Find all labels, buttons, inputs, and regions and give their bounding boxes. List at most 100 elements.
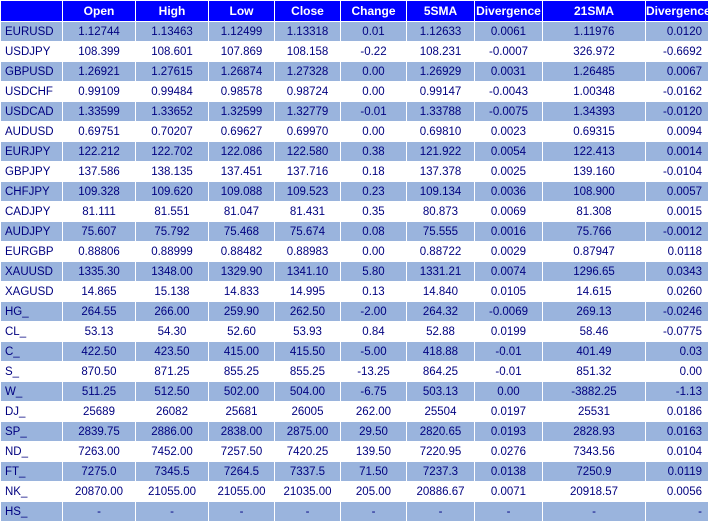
high-cell: - (136, 502, 209, 522)
close-cell: 1.27328 (275, 62, 341, 82)
sma5-cell: 109.134 (407, 182, 475, 202)
high-cell: 81.551 (136, 202, 209, 222)
change-cell: 71.50 (341, 462, 407, 482)
divergence-21-cell: 0.00 (646, 362, 708, 382)
divergence-21-cell: -0.0120 (646, 102, 708, 122)
close-cell: 53.93 (275, 322, 341, 342)
open-cell: 0.88806 (63, 242, 136, 262)
symbol-cell: USDCAD (1, 102, 63, 122)
divergence-21-cell: 0.0118 (646, 242, 708, 262)
divergence-5-cell: 0.0016 (475, 222, 543, 242)
low-cell: - (209, 502, 275, 522)
low-cell: 7264.5 (209, 462, 275, 482)
divergence-5-cell: 0.0036 (475, 182, 543, 202)
divergence-21-cell: 0.0343 (646, 262, 708, 282)
divergence-21-cell: -0.0104 (646, 162, 708, 182)
symbol-cell: GBPJPY (1, 162, 63, 182)
symbol-cell: USDCHF (1, 82, 63, 102)
low-cell: 137.451 (209, 162, 275, 182)
sma5-cell: 0.88722 (407, 242, 475, 262)
sma5-cell: 137.378 (407, 162, 475, 182)
divergence-21-cell: 0.0119 (646, 462, 708, 482)
sma5-cell: 2820.65 (407, 422, 475, 442)
high-cell: 1.33652 (136, 102, 209, 122)
divergence-5-cell: -0.0043 (475, 82, 543, 102)
divergence-5-cell: 0.0025 (475, 162, 543, 182)
change-cell: 139.50 (341, 442, 407, 462)
symbol-cell: XAUUSD (1, 262, 63, 282)
symbol-cell: AUDUSD (1, 122, 63, 142)
low-cell: 21055.00 (209, 482, 275, 502)
sma21-cell: 25531 (543, 402, 646, 422)
low-cell: 0.69627 (209, 122, 275, 142)
low-cell: 7257.50 (209, 442, 275, 462)
col-header-5sma: 5SMA (407, 1, 475, 22)
change-cell: 0.84 (341, 322, 407, 342)
close-cell: 504.00 (275, 382, 341, 402)
close-cell: - (275, 502, 341, 522)
divergence-5-cell: 0.0069 (475, 202, 543, 222)
divergence-21-cell: -0.0012 (646, 222, 708, 242)
sma21-cell: 0.87947 (543, 242, 646, 262)
divergence-21-cell: 0.0056 (646, 482, 708, 502)
open-cell: 870.50 (63, 362, 136, 382)
high-cell: 109.620 (136, 182, 209, 202)
sma5-cell: 7220.95 (407, 442, 475, 462)
close-cell: 262.50 (275, 302, 341, 322)
divergence-5-cell: -0.0075 (475, 102, 543, 122)
close-cell: 855.25 (275, 362, 341, 382)
col-header-divergence-5: Divergence (475, 1, 543, 22)
sma5-cell: - (407, 502, 475, 522)
high-cell: 1.27615 (136, 62, 209, 82)
low-cell: 81.047 (209, 202, 275, 222)
high-cell: 0.88999 (136, 242, 209, 262)
open-cell: 1.33599 (63, 102, 136, 122)
change-cell: 0.13 (341, 282, 407, 302)
divergence-5-cell: 0.0031 (475, 62, 543, 82)
symbol-cell: EURUSD (1, 22, 63, 42)
open-cell: 14.865 (63, 282, 136, 302)
divergence-21-cell: 0.0067 (646, 62, 708, 82)
sma5-cell: 1.26929 (407, 62, 475, 82)
col-header-open: Open (63, 1, 136, 22)
header-row: Open High Low Close Change 5SMA Divergen… (1, 1, 708, 22)
divergence-21-cell: 0.0163 (646, 422, 708, 442)
symbol-cell: W_ (1, 382, 63, 402)
change-cell: -6.75 (341, 382, 407, 402)
divergence-5-cell: -0.0069 (475, 302, 543, 322)
close-cell: 122.580 (275, 142, 341, 162)
divergence-5-cell: 0.0023 (475, 122, 543, 142)
low-cell: 107.869 (209, 42, 275, 62)
symbol-cell: NK_ (1, 482, 63, 502)
sma5-cell: 80.873 (407, 202, 475, 222)
symbol-cell: GBPUSD (1, 62, 63, 82)
change-cell: -13.25 (341, 362, 407, 382)
sma5-cell: 7237.3 (407, 462, 475, 482)
change-cell: -2.00 (341, 302, 407, 322)
divergence-5-cell: 0.0061 (475, 22, 543, 42)
open-cell: 109.328 (63, 182, 136, 202)
divergence-21-cell: - (646, 502, 708, 522)
symbol-cell: FT_ (1, 462, 63, 482)
col-header-close: Close (275, 1, 341, 22)
divergence-5-cell: 0.0276 (475, 442, 543, 462)
sma21-cell: 7250.9 (543, 462, 646, 482)
sma21-cell: 58.46 (543, 322, 646, 342)
close-cell: 108.158 (275, 42, 341, 62)
high-cell: 2886.00 (136, 422, 209, 442)
open-cell: 108.399 (63, 42, 136, 62)
change-cell: 205.00 (341, 482, 407, 502)
sma5-cell: 1.33788 (407, 102, 475, 122)
low-cell: 0.88482 (209, 242, 275, 262)
